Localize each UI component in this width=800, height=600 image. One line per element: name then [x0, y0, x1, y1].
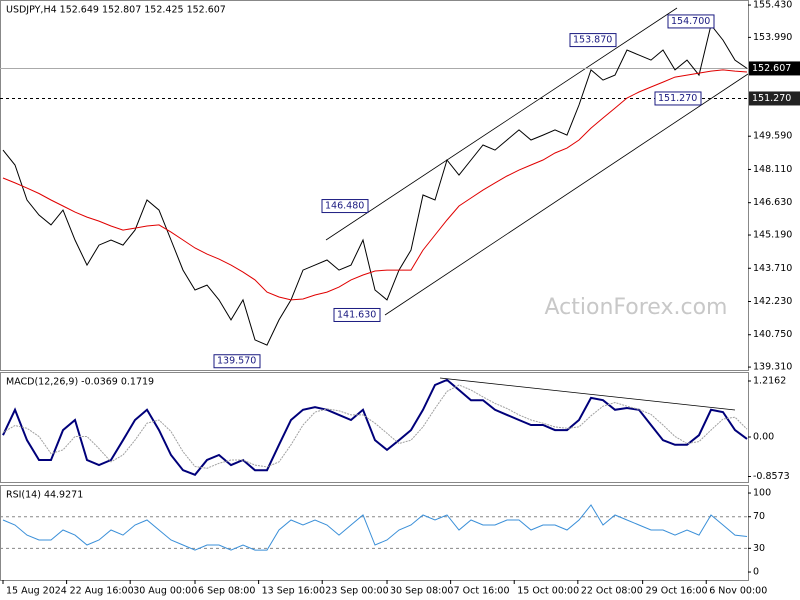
- y-tick-label: 70: [753, 511, 765, 522]
- annotation-box: [213, 354, 261, 369]
- y-tick-label: 143.710: [753, 263, 792, 274]
- y-tick-label: 0: [753, 567, 759, 578]
- main-panel: [0, 0, 749, 371]
- x-tick-label: 30 Aug 00:00: [133, 586, 197, 597]
- annotation-box: [321, 199, 369, 214]
- x-tick-label: 23 Sep 00:00: [325, 586, 388, 597]
- annotation-box: [569, 33, 617, 48]
- series-line: [2, 69, 748, 301]
- series-line: [2, 378, 748, 476]
- panel-title: RSI(14) 44.9271: [6, 490, 83, 501]
- annotation-label: 146.480: [325, 201, 364, 212]
- x-tick-label: 30 Sep 08:00: [390, 586, 453, 597]
- x-tick-label: 15 Oct 00:00: [517, 586, 579, 597]
- x-tick-label: 22 Oct 08:00: [581, 586, 643, 597]
- y-tick-label: 148.110: [753, 164, 792, 175]
- y-tick-label: 145.190: [753, 230, 792, 241]
- x-tick-label: 7 Oct 16:00: [454, 586, 510, 597]
- series-line: [2, 384, 748, 469]
- y-tick-label: 146.630: [753, 197, 792, 208]
- annotation-box: [333, 307, 381, 322]
- macd-trendline: [439, 377, 736, 411]
- x-tick-label: 15 Aug 2024: [6, 586, 67, 597]
- y-tick-label: 100: [753, 488, 771, 499]
- y-tick-label: -0.8573: [753, 471, 790, 482]
- annotation-label: 141.630: [337, 309, 376, 320]
- x-tick-label: 6 Nov 00:00: [709, 586, 767, 597]
- panel-title: MACD(12,26,9) -0.0369 0.1719: [6, 377, 154, 388]
- annotation-label: 154.700: [671, 16, 710, 27]
- series-line: [2, 23, 748, 346]
- y-tick-label: 1.2162: [753, 376, 786, 387]
- y-tick-label: 140.750: [753, 329, 792, 340]
- channel-upper: [325, 7, 678, 241]
- y-tick-label: 30: [753, 543, 765, 554]
- watermark: ActionForex.com: [545, 295, 728, 320]
- y-tick-label: 153.990: [753, 32, 792, 43]
- annotation-label: 151.270: [658, 93, 697, 104]
- annotation-label: 153.870: [573, 35, 612, 46]
- annotation-label: 139.570: [217, 356, 256, 367]
- x-tick-label: 29 Oct 16:00: [646, 586, 708, 597]
- y-tick-label: 142.230: [753, 296, 792, 307]
- x-tick-label: 22 Aug 16:00: [70, 586, 134, 597]
- y-tick-label: 0.00: [753, 432, 774, 443]
- channel-lower: [384, 73, 749, 316]
- current-price-label: 152.607: [752, 63, 791, 74]
- panel-title: USDJPY,H4 152.649 152.807 152.425 152.60…: [6, 5, 226, 16]
- annotation-box: [667, 14, 715, 29]
- annotation-box: [654, 91, 702, 106]
- y-tick-label: 149.590: [753, 131, 792, 142]
- rsi-panel: [0, 485, 749, 581]
- level-label: 151.270: [752, 93, 791, 104]
- y-tick-label: 139.310: [753, 362, 792, 373]
- level-box: [749, 91, 800, 106]
- x-tick-label: 13 Sep 16:00: [262, 586, 325, 597]
- current-price-box: [749, 61, 800, 76]
- macd-panel: [0, 372, 749, 483]
- x-tick-label: 6 Sep 08:00: [198, 586, 255, 597]
- y-tick-label: 155.430: [753, 0, 792, 11]
- series-line: [2, 504, 748, 551]
